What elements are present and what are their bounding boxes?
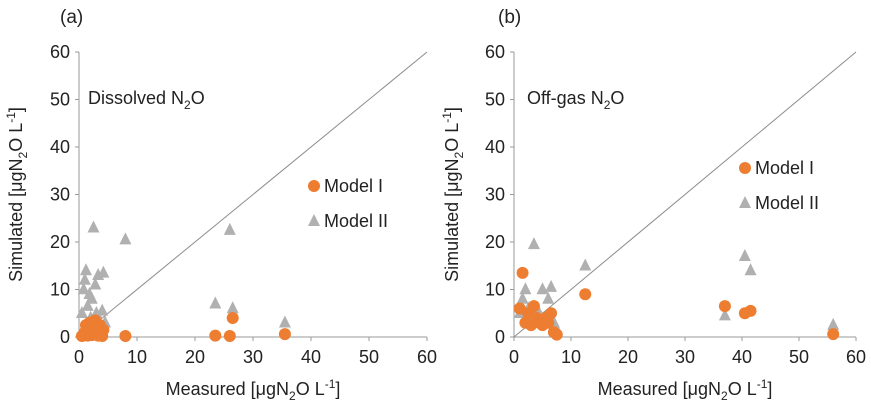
data-point-model-ii bbox=[79, 263, 92, 276]
data-point-model-i bbox=[223, 330, 236, 343]
legend-marker-model-i bbox=[308, 180, 320, 192]
data-point-model-ii bbox=[827, 317, 840, 330]
data-point-model-ii bbox=[718, 308, 731, 321]
x-tick-label: 30 bbox=[675, 347, 695, 367]
data-point-model-ii bbox=[119, 232, 132, 245]
data-point-model-ii bbox=[278, 315, 291, 328]
data-point-model-i bbox=[527, 300, 540, 313]
data-point-model-i bbox=[550, 328, 563, 341]
data-point-model-i bbox=[545, 307, 558, 320]
identity-line bbox=[78, 51, 428, 338]
data-point-model-ii bbox=[516, 291, 529, 304]
data-point-model-ii bbox=[85, 291, 98, 304]
data-point-model-ii bbox=[744, 263, 757, 276]
x-tick-label: 50 bbox=[359, 347, 379, 367]
data-point-model-ii bbox=[579, 258, 592, 271]
x-tick-label: 20 bbox=[618, 347, 638, 367]
data-point-model-ii bbox=[738, 249, 751, 262]
data-point-model-ii bbox=[96, 303, 109, 316]
y-tick-label: 10 bbox=[50, 280, 70, 300]
data-point-model-i bbox=[542, 316, 555, 329]
legend-label: Model I bbox=[324, 176, 383, 196]
y-axis-label: Simulated [μgN2O L-1] bbox=[4, 107, 30, 282]
data-point-model-ii bbox=[209, 296, 222, 309]
x-tick-label: 60 bbox=[417, 347, 437, 367]
y-axis-label: Simulated [μgN2O L-1] bbox=[440, 107, 466, 282]
y-tick-label: 60 bbox=[50, 42, 70, 62]
data-point-model-ii bbox=[527, 237, 540, 250]
data-point-model-ii bbox=[97, 265, 110, 278]
data-point-model-ii bbox=[75, 306, 88, 319]
data-point-model-ii bbox=[78, 272, 91, 285]
data-point-model-i bbox=[718, 300, 731, 313]
legend-label: Model I bbox=[755, 158, 814, 178]
y-tick-label: 10 bbox=[485, 280, 505, 300]
panel-label: (a) bbox=[60, 7, 83, 28]
x-tick-label: 0 bbox=[509, 347, 519, 367]
x-tick-label: 10 bbox=[127, 347, 147, 367]
chart-panel-a: 0 10 20 30 40 50 60 0 10 20 30 40 50 60 (a) Dissolved N… bbox=[4, 7, 437, 402]
data-point-model-ii bbox=[545, 279, 558, 292]
x-tick-label: 0 bbox=[74, 347, 84, 367]
data-point-model-ii bbox=[519, 282, 532, 295]
x-tick-label: 10 bbox=[561, 347, 581, 367]
data-point-model-i bbox=[516, 266, 529, 279]
legend-label: Model II bbox=[324, 211, 388, 231]
data-point-model-ii bbox=[81, 298, 94, 311]
annotation: Dissolved N2O bbox=[88, 88, 205, 112]
x-tick-label: 40 bbox=[301, 347, 321, 367]
legend-marker-model-ii bbox=[308, 214, 320, 226]
data-point-model-i bbox=[226, 312, 239, 324]
chart-panel-b: 0 10 20 30 40 50 60 0 10 20 30 40 50 60 (b) Off-gas N2O… bbox=[440, 7, 866, 402]
data-point-model-i bbox=[744, 304, 757, 317]
data-point-model-i bbox=[97, 323, 110, 336]
y-tick-label: 0 bbox=[495, 327, 505, 347]
data-point-model-i bbox=[579, 288, 592, 301]
data-point-model-i bbox=[119, 330, 132, 343]
x-tick-label: 40 bbox=[732, 347, 752, 367]
panel-label: (b) bbox=[498, 7, 521, 28]
data-point-model-ii bbox=[223, 222, 236, 235]
y-tick-label: 40 bbox=[485, 137, 505, 157]
data-point-model-ii bbox=[542, 291, 555, 304]
data-point-model-i bbox=[278, 328, 291, 341]
x-axis-label: Measured [μgN2O L-1] bbox=[166, 377, 341, 402]
y-tick-label: 20 bbox=[50, 232, 70, 252]
x-tick-label: 60 bbox=[846, 347, 866, 367]
legend-marker-model-i bbox=[739, 162, 751, 174]
data-point-model-i bbox=[827, 328, 840, 341]
identity-line bbox=[513, 51, 857, 338]
y-tick-label: 0 bbox=[60, 327, 70, 347]
y-tick-label: 50 bbox=[485, 90, 505, 110]
annotation: Off-gas N2O bbox=[527, 88, 624, 112]
y-tick-label: 40 bbox=[50, 137, 70, 157]
data-point-model-ii bbox=[87, 220, 100, 233]
legend-label: Model II bbox=[755, 193, 819, 213]
y-tick-label: 50 bbox=[50, 90, 70, 110]
y-tick-label: 60 bbox=[485, 42, 505, 62]
x-tick-label: 20 bbox=[185, 347, 205, 367]
x-tick-label: 50 bbox=[789, 347, 809, 367]
y-tick-label: 20 bbox=[485, 232, 505, 252]
y-tick-label: 30 bbox=[485, 185, 505, 205]
data-point-model-ii bbox=[536, 282, 549, 295]
x-axis-label: Measured [μgN2O L-1] bbox=[598, 377, 773, 402]
data-point-model-ii bbox=[77, 282, 90, 295]
data-point-model-ii bbox=[226, 301, 239, 314]
data-point-model-i bbox=[209, 329, 222, 342]
data-point-model-ii bbox=[89, 277, 102, 290]
legend-marker-model-ii bbox=[739, 196, 751, 208]
y-tick-label: 30 bbox=[50, 185, 70, 205]
x-tick-label: 30 bbox=[243, 347, 263, 367]
